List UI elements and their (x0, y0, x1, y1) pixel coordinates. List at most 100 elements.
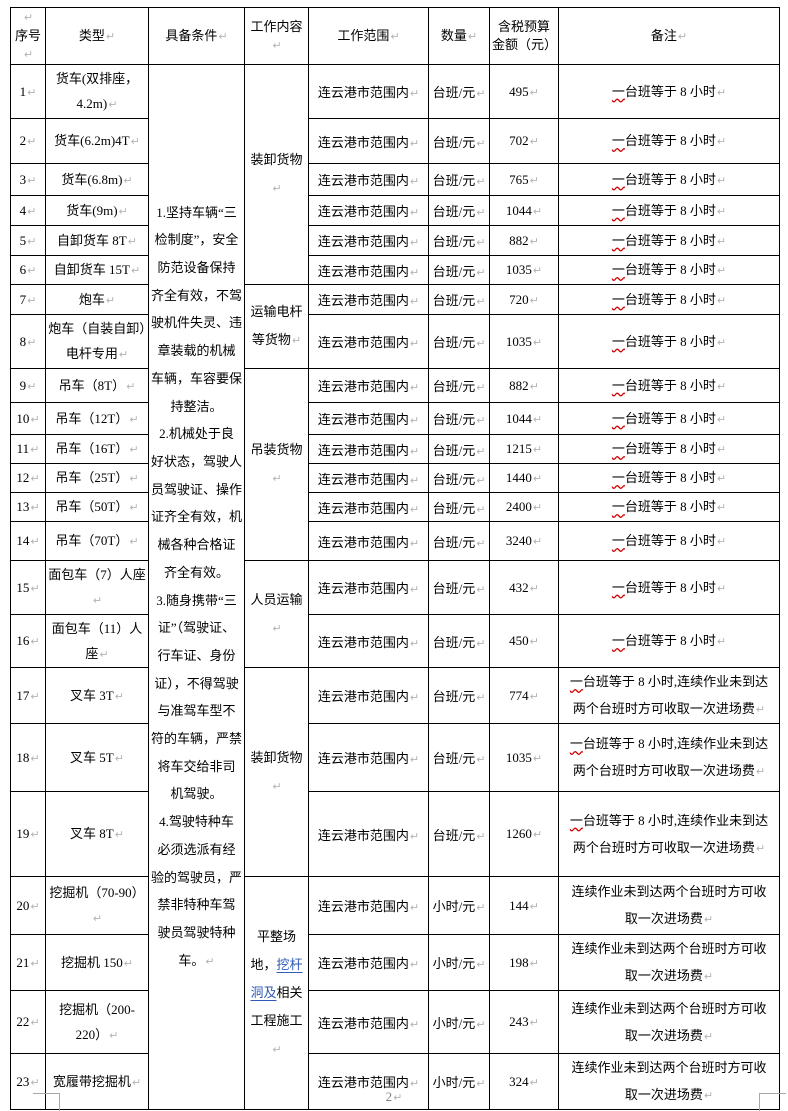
cell-scope[interactable]: 连云港市范围内↵ (308, 934, 429, 991)
cell-quantity[interactable]: 台班/元↵ (428, 463, 490, 493)
cell-type[interactable]: 炮车↵ (45, 284, 149, 315)
cell-remark[interactable]: 一台班等于 8 小时,连续作业未到达两个台班时方可收取一次进场费↵ (558, 791, 780, 877)
cell-remark[interactable]: 一台班等于 8 小时↵ (558, 284, 780, 315)
cell-serial[interactable]: 22↵ (10, 990, 46, 1054)
cell-serial[interactable]: 1↵ (10, 64, 46, 119)
cell-scope[interactable]: 连云港市范围内↵ (308, 284, 429, 315)
cell-amount[interactable]: 702↵ (489, 118, 559, 164)
cell-quantity[interactable]: 台班/元↵ (428, 368, 490, 403)
cell-quantity[interactable]: 台班/元↵ (428, 492, 490, 522)
cell-remark[interactable]: 连续作业未到达两个台班时方可收取一次进场费↵ (558, 876, 780, 935)
cell-remark[interactable]: 一台班等于 8 小时↵ (558, 255, 780, 285)
cell-type[interactable]: 吊车（70T）↵ (45, 521, 149, 561)
cell-remark[interactable]: 连续作业未到达两个台班时方可收取一次进场费↵ (558, 990, 780, 1054)
cell-amount[interactable]: 2400↵ (489, 492, 559, 522)
cell-remark[interactable]: 一台班等于 8 小时,连续作业未到达两个台班时方可收取一次进场费↵ (558, 723, 780, 792)
cell-type[interactable]: 货车(6.8m)↵ (45, 163, 149, 196)
cell-type[interactable]: 叉车 8T↵ (45, 791, 149, 877)
cell-amount[interactable]: 1035↵ (489, 314, 559, 369)
col-serial[interactable]: ↵ 序号↵ (10, 7, 46, 65)
cell-remark[interactable]: 连续作业未到达两个台班时方可收取一次进场费↵ (558, 1053, 780, 1110)
cell-serial[interactable]: 14↵ (10, 521, 46, 561)
cell-work-content[interactable]: 吊装货物↵ (244, 368, 309, 561)
cell-amount[interactable]: 882↵ (489, 225, 559, 256)
cell-scope[interactable]: 连云港市范围内↵ (308, 990, 429, 1054)
cell-quantity[interactable]: 台班/元↵ (428, 434, 490, 464)
cell-remark[interactable]: 一台班等于 8 小时↵ (558, 402, 780, 435)
cell-quantity[interactable]: 台班/元↵ (428, 723, 490, 792)
cell-serial[interactable]: 20↵ (10, 876, 46, 935)
cell-type[interactable]: 自卸货车 15T↵ (45, 255, 149, 285)
cell-remark[interactable]: 一台班等于 8 小时↵ (558, 492, 780, 522)
cell-type[interactable]: 吊车（25T）↵ (45, 463, 149, 493)
cell-amount[interactable]: 243↵ (489, 990, 559, 1054)
cell-amount[interactable]: 495↵ (489, 64, 559, 119)
cell-work-content[interactable]: 运输电杆等货物↵ (244, 284, 309, 369)
cell-serial[interactable]: 19↵ (10, 791, 46, 877)
cell-work-content[interactable]: 装卸货物↵ (244, 64, 309, 285)
cell-serial[interactable]: 10↵ (10, 402, 46, 435)
cell-work-content[interactable]: 人员运输↵ (244, 560, 309, 668)
cell-scope[interactable]: 连云港市范围内↵ (308, 368, 429, 403)
cell-scope[interactable]: 连云港市范围内↵ (308, 723, 429, 792)
cell-serial[interactable]: 11↵ (10, 434, 46, 464)
cell-work-content[interactable]: 平整场地，挖杆洞及相关工程施工 ↵ (244, 876, 309, 1110)
cell-remark[interactable]: 一台班等于 8 小时,连续作业未到达两个台班时方可收取一次进场费↵ (558, 667, 780, 724)
cell-type[interactable]: 吊车（16T）↵ (45, 434, 149, 464)
cell-remark[interactable]: 一台班等于 8 小时↵ (558, 463, 780, 493)
cell-remark[interactable]: 一台班等于 8 小时↵ (558, 434, 780, 464)
cell-amount[interactable]: 1035↵ (489, 723, 559, 792)
cell-quantity[interactable]: 台班/元↵ (428, 195, 490, 226)
cell-serial[interactable]: 12↵ (10, 463, 46, 493)
cell-amount[interactable]: 1260↵ (489, 791, 559, 877)
cell-type[interactable]: 货车(6.2m)4T↵ (45, 118, 149, 164)
cell-amount[interactable]: 1035↵ (489, 255, 559, 285)
cell-amount[interactable]: 1044↵ (489, 402, 559, 435)
cell-scope[interactable]: 连云港市范围内↵ (308, 255, 429, 285)
cell-scope[interactable]: 连云港市范围内↵ (308, 667, 429, 724)
col-remarks[interactable]: 备注↵ (558, 7, 780, 65)
cell-quantity[interactable]: 台班/元↵ (428, 667, 490, 724)
cell-type[interactable]: 吊车（8T）↵ (45, 368, 149, 403)
cell-serial[interactable]: 3↵ (10, 163, 46, 196)
cell-quantity[interactable]: 小时/元↵ (428, 990, 490, 1054)
cell-amount[interactable]: 144↵ (489, 876, 559, 935)
cell-amount[interactable]: 450↵ (489, 614, 559, 668)
cell-scope[interactable]: 连云港市范围内↵ (308, 876, 429, 935)
cell-scope[interactable]: 连云港市范围内↵ (308, 434, 429, 464)
cell-remark[interactable]: 连续作业未到达两个台班时方可收取一次进场费↵ (558, 934, 780, 991)
cell-serial[interactable]: 9↵ (10, 368, 46, 403)
cell-type[interactable]: 炮车（自装自卸）电杆专用↵ (45, 314, 149, 369)
cell-amount[interactable]: 198↵ (489, 934, 559, 991)
cell-quantity[interactable]: 小时/元↵ (428, 876, 490, 935)
col-budget[interactable]: 含税预算 金额（元） (489, 7, 559, 65)
cell-scope[interactable]: 连云港市范围内↵ (308, 195, 429, 226)
cell-serial[interactable]: 5↵ (10, 225, 46, 256)
cell-type[interactable]: 自卸货车 8T↵ (45, 225, 149, 256)
cell-type[interactable]: 吊车（50T）↵ (45, 492, 149, 522)
cell-type[interactable]: 货车(9m)↵ (45, 195, 149, 226)
cell-type[interactable]: 面包车（11）人座↵ (45, 614, 149, 668)
cell-amount[interactable]: 882↵ (489, 368, 559, 403)
cell-amount[interactable]: 1044↵ (489, 195, 559, 226)
cell-conditions[interactable]: 1.坚持车辆“三 检制度”，安全 防范设备保持 齐全有效，不驾 驶机件失灵、违 … (148, 64, 245, 1110)
cell-scope[interactable]: 连云港市范围内↵ (308, 521, 429, 561)
cell-quantity[interactable]: 台班/元↵ (428, 314, 490, 369)
cell-remark[interactable]: 一台班等于 8 小时↵ (558, 314, 780, 369)
cell-quantity[interactable]: 台班/元↵ (428, 791, 490, 877)
cell-quantity[interactable]: 台班/元↵ (428, 614, 490, 668)
cell-remark[interactable]: 一台班等于 8 小时↵ (558, 560, 780, 615)
cell-serial[interactable]: 21↵ (10, 934, 46, 991)
cell-scope[interactable]: 连云港市范围内↵ (308, 791, 429, 877)
cell-scope[interactable]: 连云港市范围内↵ (308, 492, 429, 522)
cell-scope[interactable]: 连云港市范围内↵ (308, 163, 429, 196)
cell-remark[interactable]: 一台班等于 8 小时↵ (558, 118, 780, 164)
cell-amount[interactable]: 720↵ (489, 284, 559, 315)
cell-type[interactable]: 面包车（7）人座↵ (45, 560, 149, 615)
cell-amount[interactable]: 1215↵ (489, 434, 559, 464)
cell-serial[interactable]: 23↵ (10, 1053, 46, 1110)
col-scope[interactable]: 工作范围↵ (308, 7, 429, 65)
cell-quantity[interactable]: 台班/元↵ (428, 284, 490, 315)
cell-quantity[interactable]: 台班/元↵ (428, 225, 490, 256)
